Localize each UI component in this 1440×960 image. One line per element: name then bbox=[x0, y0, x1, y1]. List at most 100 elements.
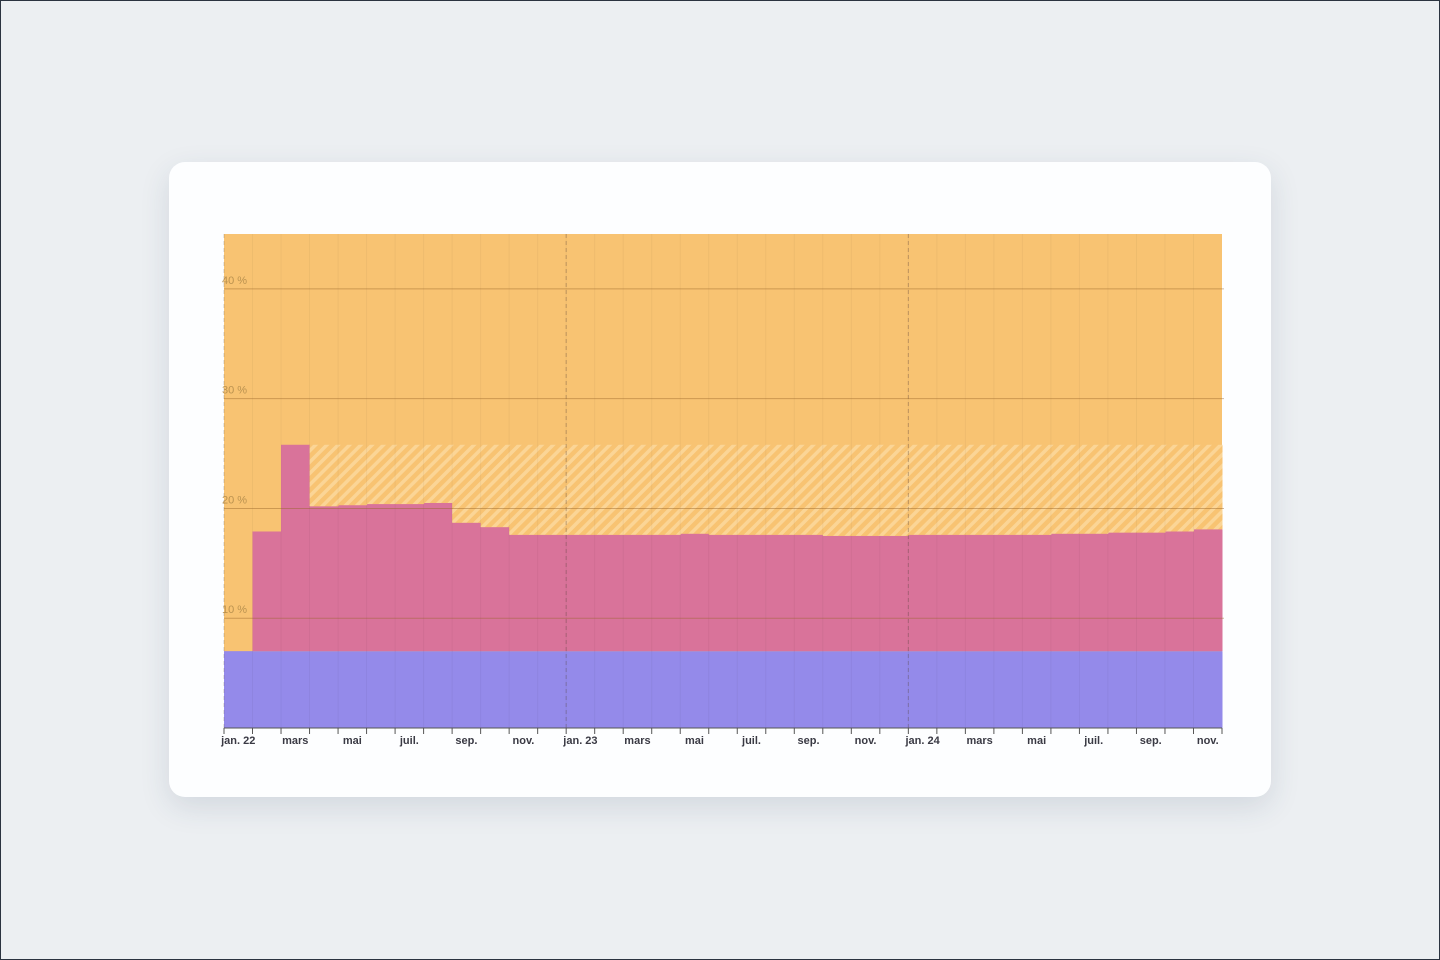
step-segment bbox=[537, 444, 567, 535]
step-segment bbox=[338, 444, 368, 506]
step-segment bbox=[281, 444, 311, 652]
step-segment bbox=[993, 534, 1023, 652]
step-segment bbox=[765, 534, 795, 652]
x-tick-label: juil. bbox=[399, 735, 419, 747]
step-segment bbox=[965, 534, 995, 652]
step-segment bbox=[509, 444, 539, 535]
step-segment bbox=[395, 651, 425, 728]
y-tick-label: 30 % bbox=[222, 385, 247, 397]
step-segment bbox=[1022, 534, 1052, 652]
x-tick-label: nov. bbox=[855, 735, 877, 747]
step-segment bbox=[908, 651, 938, 728]
step-segment bbox=[851, 535, 881, 652]
x-tick-label: mai bbox=[685, 735, 704, 747]
step-segment bbox=[651, 444, 681, 535]
step-segment bbox=[794, 444, 824, 535]
step-segment bbox=[993, 651, 1023, 728]
step-segment bbox=[1136, 651, 1166, 728]
step-segment bbox=[537, 651, 567, 728]
x-tick-label: sep. bbox=[1140, 735, 1162, 747]
step-segment bbox=[366, 444, 396, 505]
x-tick-label: juil. bbox=[741, 735, 761, 747]
step-segment bbox=[680, 444, 710, 534]
step-segment bbox=[879, 444, 909, 536]
step-segment bbox=[822, 444, 852, 536]
step-segment bbox=[1079, 533, 1109, 652]
step-segment bbox=[1136, 532, 1166, 652]
step-segment bbox=[908, 534, 938, 652]
step-segment bbox=[338, 505, 368, 652]
step-segment bbox=[936, 534, 966, 652]
step-segment bbox=[1193, 444, 1223, 530]
step-segment bbox=[936, 651, 966, 728]
y-tick-label: 10 % bbox=[222, 604, 247, 616]
step-segment bbox=[537, 534, 567, 652]
x-tick-label: sep. bbox=[455, 735, 477, 747]
step-segment bbox=[281, 651, 311, 728]
x-tick-label: juil. bbox=[1083, 735, 1103, 747]
step-segment bbox=[680, 651, 710, 728]
step-segment bbox=[737, 534, 767, 652]
step-segment bbox=[480, 651, 510, 728]
step-segment bbox=[1136, 444, 1166, 533]
x-tick-label: jan. 23 bbox=[562, 735, 597, 747]
step-segment bbox=[338, 651, 368, 728]
step-segment bbox=[822, 651, 852, 728]
step-segment bbox=[366, 504, 396, 652]
step-segment bbox=[395, 444, 425, 505]
step-segment bbox=[566, 651, 596, 728]
step-segment bbox=[908, 444, 938, 535]
step-segment bbox=[737, 651, 767, 728]
step-segment bbox=[566, 444, 596, 535]
step-segment bbox=[594, 534, 624, 652]
step-segment bbox=[965, 444, 995, 535]
step-segment bbox=[566, 534, 596, 652]
step-segment bbox=[366, 651, 396, 728]
step-segment bbox=[509, 534, 539, 652]
step-segment bbox=[1079, 444, 1109, 534]
step-segment bbox=[395, 504, 425, 652]
step-segment bbox=[480, 527, 510, 652]
step-segment bbox=[737, 444, 767, 535]
step-segment bbox=[965, 651, 995, 728]
step-segment bbox=[224, 651, 254, 728]
step-segment bbox=[1022, 651, 1052, 728]
step-segment bbox=[309, 444, 339, 507]
step-segment bbox=[1107, 444, 1137, 533]
x-tick-label: jan. 22 bbox=[220, 735, 255, 747]
step-segment bbox=[452, 522, 482, 652]
step-segment bbox=[480, 444, 510, 528]
step-segment bbox=[851, 444, 881, 536]
step-segment bbox=[708, 444, 738, 535]
step-segment bbox=[1107, 651, 1137, 728]
step-segment bbox=[680, 533, 710, 652]
x-tick-label: jan. 24 bbox=[904, 735, 940, 747]
step-segment bbox=[309, 651, 339, 728]
step-segment bbox=[1164, 651, 1194, 728]
x-tick-label: nov. bbox=[1197, 735, 1219, 747]
step-segment bbox=[993, 444, 1023, 535]
step-segment bbox=[623, 651, 653, 728]
step-segment bbox=[423, 502, 453, 652]
step-segment bbox=[594, 651, 624, 728]
step-segment bbox=[708, 651, 738, 728]
step-segment bbox=[851, 651, 881, 728]
step-segment bbox=[1022, 444, 1052, 535]
step-segment bbox=[423, 651, 453, 728]
step-segment bbox=[822, 535, 852, 652]
step-segment bbox=[509, 651, 539, 728]
step-segment bbox=[1050, 651, 1080, 728]
step-segment bbox=[936, 444, 966, 535]
step-segment bbox=[452, 444, 482, 523]
step-segment bbox=[794, 534, 824, 652]
x-tick-label: mai bbox=[343, 735, 362, 747]
step-segment bbox=[879, 535, 909, 652]
x-tick-label: sep. bbox=[798, 735, 820, 747]
step-segment bbox=[1050, 444, 1080, 534]
step-segment bbox=[252, 651, 282, 728]
step-segment bbox=[252, 531, 282, 652]
x-tick-label: mars bbox=[624, 735, 650, 747]
y-tick-label: 20 % bbox=[222, 494, 247, 506]
step-segment bbox=[423, 444, 453, 503]
